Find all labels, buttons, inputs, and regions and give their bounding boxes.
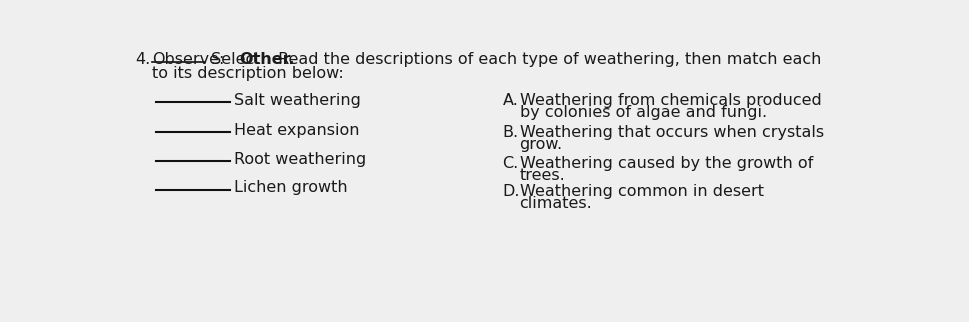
Text: 4.: 4. xyxy=(135,52,150,67)
Text: B.: B. xyxy=(502,125,518,140)
Text: Heat expansion: Heat expansion xyxy=(234,123,359,137)
Text: trees.: trees. xyxy=(519,168,565,183)
Text: Salt weathering: Salt weathering xyxy=(234,92,360,108)
Text: A.: A. xyxy=(502,92,517,108)
Text: D.: D. xyxy=(502,184,519,199)
Text: Read the descriptions of each type of weathering, th​en match each: Read the descriptions of each type of we… xyxy=(273,52,821,67)
Text: by colonies of algae and fungi.: by colonies of algae and fungi. xyxy=(519,105,766,120)
Text: climates.: climates. xyxy=(519,196,592,212)
Text: Weathering that occurs when crystals: Weathering that occurs when crystals xyxy=(519,125,823,140)
Text: to its description below:: to its description below: xyxy=(152,66,344,80)
Text: Lichen growth: Lichen growth xyxy=(234,180,347,195)
Text: Select: Select xyxy=(206,52,266,67)
Text: C.: C. xyxy=(502,156,518,171)
Text: Weathering caused by the growth of: Weathering caused by the growth of xyxy=(519,156,812,171)
Text: Weathering common in desert: Weathering common in desert xyxy=(519,184,763,199)
Text: Other.: Other. xyxy=(238,52,295,67)
Text: grow.: grow. xyxy=(519,137,562,152)
Text: Root weathering: Root weathering xyxy=(234,152,365,167)
Text: Observe:: Observe: xyxy=(152,52,225,67)
Text: Weathering from chemicals produced: Weathering from chemicals produced xyxy=(519,92,821,108)
